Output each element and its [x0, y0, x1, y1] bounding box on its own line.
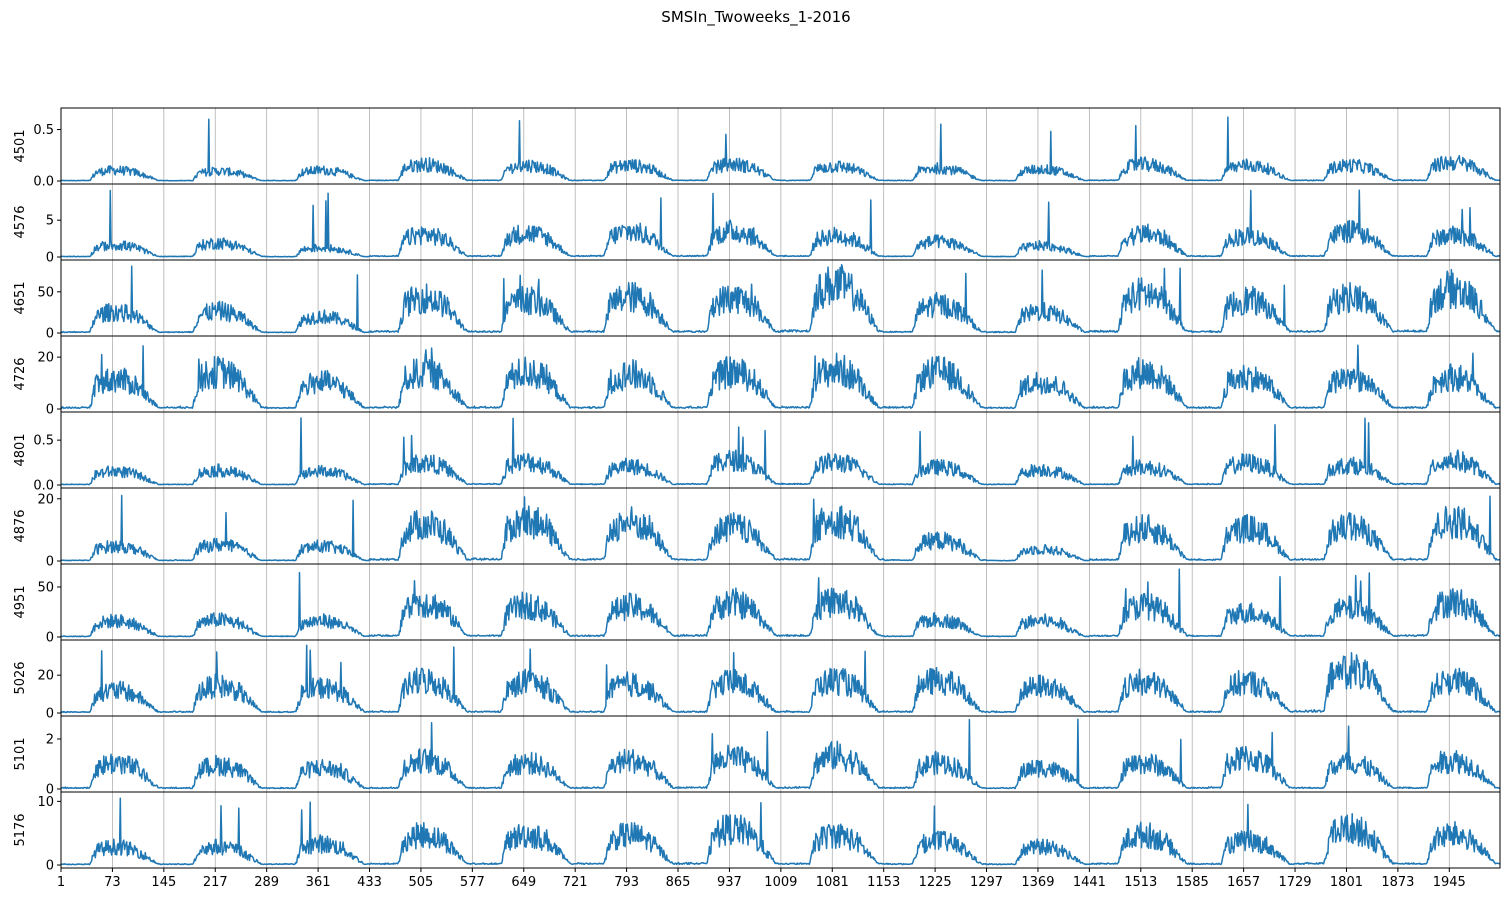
series-line-5176 — [60, 797, 1501, 866]
x-tick-label: 505 — [409, 875, 434, 890]
x-tick-label: 1801 — [1330, 875, 1363, 890]
x-tick-label: 1657 — [1227, 875, 1260, 890]
series-line-4801 — [60, 417, 1501, 486]
panel-label: 5101 — [13, 737, 28, 770]
series-line-5101 — [60, 718, 1501, 790]
panel-4801: 0.0 0.5 4801 — [13, 411, 1501, 494]
series-line-4576 — [60, 189, 1501, 258]
y-tick-label: 0 — [46, 631, 54, 646]
panel-label: 4801 — [13, 433, 28, 466]
y-tick-label: 10 — [37, 795, 54, 810]
series-line-4501 — [60, 116, 1501, 182]
panel-label: 4576 — [13, 205, 28, 238]
y-tick-label: 0 — [46, 555, 54, 570]
panel-label: 4726 — [13, 357, 28, 390]
panel-label: 4651 — [13, 281, 28, 314]
y-tick-label: 0 — [46, 403, 54, 418]
x-tick-label: 1369 — [1021, 875, 1054, 890]
y-tick-label: 0.0 — [33, 479, 54, 494]
x-tick-label: 1153 — [867, 875, 900, 890]
x-tick-label: 433 — [357, 875, 382, 890]
panel-5176: 0 10 5176 — [13, 791, 1501, 874]
panel-label: 4876 — [13, 509, 28, 542]
x-tick-label: 937 — [717, 875, 742, 890]
panel-label: 4501 — [13, 129, 28, 162]
y-tick-label: 0 — [46, 327, 54, 342]
panel-4876: 0 20 4876 — [13, 487, 1501, 570]
y-tick-label: 2 — [46, 733, 54, 748]
x-tick-label: 865 — [666, 875, 691, 890]
panel-label: 5176 — [13, 813, 28, 846]
x-tick-label: 1081 — [816, 875, 849, 890]
y-tick-label: 50 — [37, 285, 54, 300]
y-tick-label: 20 — [37, 669, 54, 684]
x-tick-label: 1297 — [970, 875, 1003, 890]
chart-title: SMSIn_Twoweeks_1-2016 — [661, 8, 850, 27]
panel-label: 4951 — [13, 585, 28, 618]
x-tick-label: 649 — [511, 875, 536, 890]
y-tick-label: 20 — [37, 351, 54, 366]
series-line-4951 — [60, 568, 1501, 638]
x-tick-label: 1225 — [919, 875, 952, 890]
series-line-5026 — [60, 644, 1501, 714]
y-tick-label: 0 — [46, 859, 54, 874]
y-tick-label: 0.0 — [33, 175, 54, 190]
y-tick-label: 0.5 — [33, 434, 54, 449]
x-tick-label: 1513 — [1124, 875, 1157, 890]
y-tick-label: 50 — [37, 581, 54, 596]
x-tick-label: 145 — [151, 875, 176, 890]
x-tick-label: 1441 — [1073, 875, 1106, 890]
x-tick-label: 577 — [460, 875, 485, 890]
y-tick-label: 5 — [46, 214, 54, 229]
panel-4951: 0 50 4951 — [13, 563, 1501, 646]
series-line-4726 — [60, 344, 1501, 410]
panel-4501: 0.0 0.5 4501 — [13, 107, 1501, 190]
panel-5026: 0 20 5026 — [13, 639, 1501, 722]
y-tick-label: 0 — [46, 707, 54, 722]
x-tick-label: 1873 — [1381, 875, 1414, 890]
x-tick-label: 361 — [306, 875, 331, 890]
x-axis: 1 73 145 217 289 361 433 505 577 649 721 793 865 937 1… — [57, 868, 1466, 890]
x-tick-label: 73 — [104, 875, 121, 890]
panels-group: 0.00.54501054576050465102047260.00.54801… — [13, 107, 1501, 874]
x-tick-label: 1729 — [1278, 875, 1311, 890]
x-tick-label: 289 — [254, 875, 279, 890]
panel-4726: 0 20 4726 — [13, 335, 1501, 418]
panel-4651: 0 50 4651 — [13, 259, 1501, 342]
x-tick-label: 1945 — [1433, 875, 1466, 890]
series-line-4651 — [60, 264, 1501, 334]
x-tick-label: 1585 — [1176, 875, 1209, 890]
y-tick-label: 0 — [46, 251, 54, 266]
y-tick-label: 0.5 — [33, 123, 54, 138]
x-tick-label: 793 — [614, 875, 639, 890]
panel-5101: 0 2 5101 — [13, 715, 1501, 798]
x-tick-label: 217 — [203, 875, 228, 890]
x-tick-label: 1 — [57, 875, 65, 890]
x-tick-label: 721 — [563, 875, 588, 890]
panel-4576: 0 5 4576 — [13, 183, 1501, 266]
y-tick-label: 20 — [37, 492, 54, 507]
y-tick-label: 0 — [46, 783, 54, 798]
panel-label: 5026 — [13, 661, 28, 694]
x-tick-label: 1009 — [764, 875, 797, 890]
series-line-4876 — [60, 494, 1501, 562]
